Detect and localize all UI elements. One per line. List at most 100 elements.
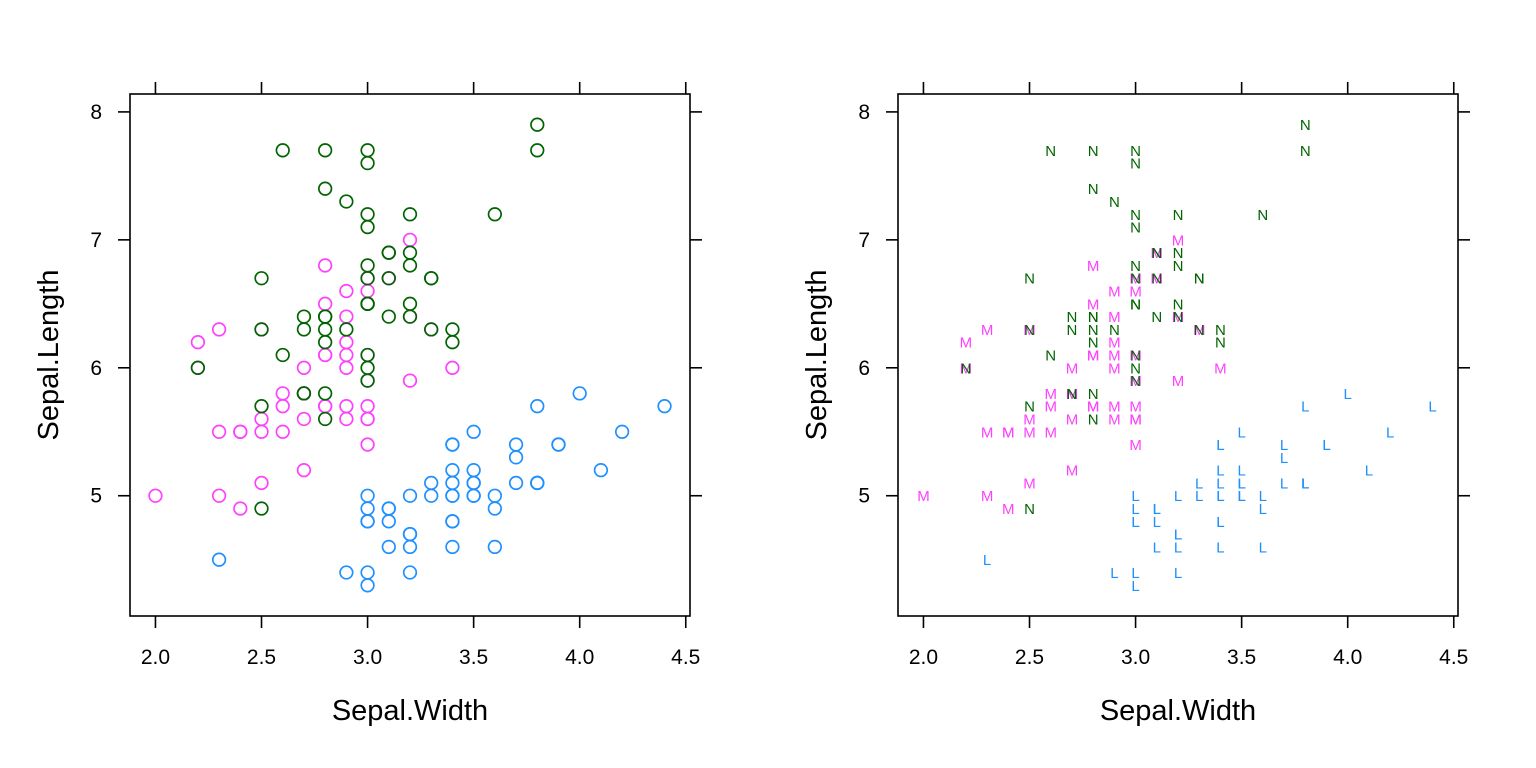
data-point-label: M bbox=[1129, 399, 1142, 416]
data-point bbox=[402, 296, 418, 311]
data-point bbox=[402, 373, 418, 388]
data-point-label: L bbox=[1428, 399, 1436, 416]
data-point-label: L bbox=[1174, 527, 1182, 544]
data-point bbox=[360, 219, 375, 235]
data-point-label: M bbox=[1129, 437, 1142, 454]
x-tick-label: 2.5 bbox=[1015, 646, 1044, 669]
data-point-label: M bbox=[1044, 399, 1057, 416]
data-point-label: L bbox=[1216, 539, 1224, 556]
data-point-label: L bbox=[1174, 488, 1182, 505]
data-point-label: L bbox=[1280, 450, 1288, 467]
data-point-label: L bbox=[1195, 475, 1203, 492]
x-tick-label: 3.5 bbox=[459, 646, 488, 669]
data-point bbox=[339, 335, 354, 350]
data-point-label: N bbox=[1300, 143, 1311, 160]
data-point bbox=[402, 565, 418, 580]
data-point bbox=[275, 399, 290, 414]
data-point-label: M bbox=[1087, 296, 1100, 313]
data-point bbox=[402, 245, 418, 260]
data-point-label: M bbox=[1129, 373, 1142, 390]
data-point-label: N bbox=[1130, 207, 1141, 224]
y-tick-label: 6 bbox=[858, 357, 870, 380]
data-point-label: M bbox=[1066, 360, 1079, 377]
data-point-label: L bbox=[1386, 424, 1394, 441]
data-point bbox=[360, 411, 375, 427]
data-point bbox=[254, 424, 269, 439]
data-point bbox=[233, 501, 248, 516]
data-point bbox=[275, 386, 290, 401]
data-point-label: N bbox=[1173, 258, 1184, 275]
data-point-label: N bbox=[1088, 309, 1099, 326]
x-tick-label: 3.0 bbox=[1121, 646, 1150, 669]
y-tick-label: 5 bbox=[90, 485, 102, 508]
data-point bbox=[445, 462, 460, 478]
data-point bbox=[466, 424, 481, 439]
data-point-label: L bbox=[1216, 514, 1224, 531]
data-point bbox=[466, 462, 481, 478]
y-axis-title: Sepal.Length bbox=[801, 270, 833, 441]
data-point-label: M bbox=[1129, 271, 1142, 288]
data-point bbox=[211, 424, 227, 439]
data-point-label: N bbox=[1215, 335, 1226, 352]
plot-frame bbox=[897, 93, 1459, 617]
data-point-label: M bbox=[1002, 501, 1015, 518]
data-point bbox=[190, 335, 206, 350]
data-point-label: L bbox=[1131, 565, 1139, 582]
plot-frame bbox=[129, 93, 691, 617]
data-point bbox=[424, 271, 439, 286]
data-point-label: L bbox=[1174, 565, 1182, 582]
data-point-label: N bbox=[1088, 143, 1099, 160]
data-point-label: L bbox=[1237, 475, 1245, 492]
data-point-label: N bbox=[1215, 322, 1226, 339]
x-tick-label: 2.5 bbox=[247, 646, 276, 669]
data-point bbox=[381, 514, 396, 529]
data-point-label: L bbox=[1344, 386, 1352, 403]
data-point bbox=[402, 488, 418, 503]
data-point-label: N bbox=[1130, 258, 1141, 275]
data-point bbox=[360, 501, 375, 516]
data-point-label: N bbox=[1045, 143, 1056, 160]
data-point bbox=[360, 514, 375, 529]
data-point bbox=[360, 296, 375, 311]
data-point-label: N bbox=[1257, 207, 1268, 224]
data-point-label: M bbox=[1172, 309, 1185, 326]
data-point-label: N bbox=[1109, 322, 1120, 339]
data-point bbox=[360, 578, 375, 593]
data-point bbox=[530, 475, 545, 491]
data-point bbox=[296, 322, 312, 337]
data-point bbox=[402, 258, 418, 273]
data-point bbox=[445, 488, 460, 503]
data-point-label: L bbox=[1153, 501, 1161, 518]
data-point-label: L bbox=[1174, 527, 1182, 544]
data-point-label: M bbox=[1087, 399, 1100, 416]
data-point-label: N bbox=[1024, 271, 1035, 288]
data-point-label: N bbox=[1173, 296, 1184, 313]
data-point-label: N bbox=[1151, 309, 1162, 326]
data-point-label: L bbox=[1259, 539, 1267, 556]
data-point-label: L bbox=[1110, 565, 1118, 582]
data-point bbox=[593, 462, 609, 478]
data-point bbox=[360, 347, 375, 363]
data-point-label: M bbox=[1151, 271, 1164, 288]
data-point-label: N bbox=[1173, 245, 1184, 262]
series-N: NNNNNNNNNNNNNNNNNNNNNNNNNNNNNNNNNNNNNNNN… bbox=[960, 117, 1310, 518]
data-point-label: M bbox=[1066, 386, 1079, 403]
data-point-label: M bbox=[1108, 309, 1121, 326]
data-point bbox=[275, 143, 290, 158]
series-L bbox=[211, 386, 672, 593]
data-point bbox=[211, 322, 227, 337]
data-point bbox=[360, 271, 375, 286]
x-tick-label: 3.0 bbox=[353, 646, 382, 669]
data-point-label: L bbox=[1259, 501, 1267, 518]
data-point-label: L bbox=[1153, 501, 1161, 518]
data-point bbox=[487, 207, 502, 222]
data-point bbox=[466, 488, 481, 503]
data-point bbox=[339, 309, 354, 324]
data-point bbox=[381, 309, 396, 324]
data-point bbox=[445, 335, 460, 350]
data-point bbox=[254, 322, 269, 337]
data-point bbox=[339, 322, 354, 337]
data-point bbox=[275, 424, 290, 439]
data-point-label: N bbox=[1130, 156, 1141, 173]
